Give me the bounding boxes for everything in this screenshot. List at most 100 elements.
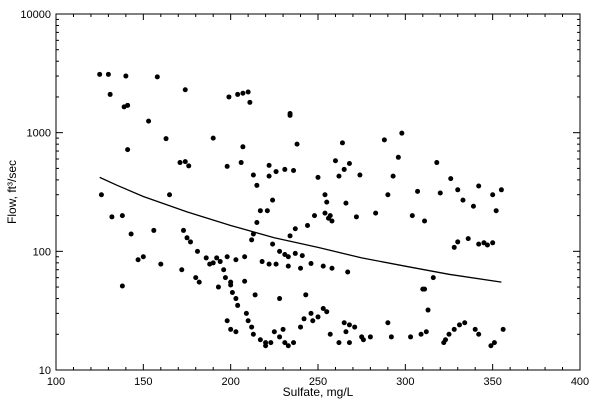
data-point xyxy=(266,162,272,168)
data-point xyxy=(277,296,283,302)
data-point xyxy=(409,213,415,219)
data-point xyxy=(128,231,134,237)
x-tick-label: 350 xyxy=(483,376,501,388)
data-point xyxy=(298,324,304,330)
data-point xyxy=(465,236,471,242)
data-point xyxy=(418,331,424,337)
data-point xyxy=(210,135,216,141)
data-point xyxy=(285,343,291,349)
data-point xyxy=(270,197,276,203)
data-point xyxy=(154,74,160,80)
data-point xyxy=(125,102,131,108)
data-point xyxy=(277,248,283,254)
data-point xyxy=(224,318,230,324)
data-point xyxy=(434,160,440,166)
data-point xyxy=(346,160,352,166)
data-point xyxy=(385,320,391,326)
data-point xyxy=(224,254,230,260)
data-point xyxy=(408,334,414,340)
data-point xyxy=(182,159,188,165)
data-point xyxy=(346,340,352,346)
data-point xyxy=(240,144,246,150)
data-point xyxy=(194,248,200,254)
data-point xyxy=(207,261,213,267)
data-point xyxy=(245,89,251,95)
data-point xyxy=(343,329,349,335)
data-point xyxy=(352,324,358,330)
data-point xyxy=(287,112,293,118)
data-point xyxy=(252,292,258,298)
data-point xyxy=(158,261,164,267)
data-point xyxy=(305,223,311,229)
data-point xyxy=(324,309,330,315)
data-point xyxy=(294,141,300,147)
data-point xyxy=(341,166,347,172)
data-point xyxy=(263,343,269,349)
data-point xyxy=(167,192,173,198)
data-point xyxy=(228,279,234,285)
data-point xyxy=(388,334,394,340)
data-point xyxy=(123,73,129,79)
data-point xyxy=(329,265,335,271)
data-point xyxy=(329,218,335,224)
data-point xyxy=(324,199,330,205)
data-point xyxy=(299,253,305,259)
data-point xyxy=(420,286,426,292)
data-point xyxy=(327,331,333,337)
data-point xyxy=(254,182,260,188)
data-point xyxy=(310,318,316,324)
x-tick-label: 400 xyxy=(571,376,589,388)
x-tick-label: 250 xyxy=(309,376,327,388)
data-point xyxy=(490,192,496,198)
data-point xyxy=(298,265,304,271)
data-point xyxy=(177,160,183,166)
data-point xyxy=(249,324,255,330)
data-point xyxy=(217,259,223,265)
data-point xyxy=(109,214,115,220)
data-point xyxy=(493,208,499,214)
data-point xyxy=(303,292,309,298)
data-point xyxy=(249,237,255,243)
data-point xyxy=(346,322,352,328)
x-tick-label: 150 xyxy=(134,376,152,388)
data-point xyxy=(221,267,227,273)
data-point xyxy=(292,250,298,256)
data-point xyxy=(446,331,452,337)
data-point xyxy=(119,213,125,219)
data-point xyxy=(245,318,251,324)
data-point xyxy=(243,310,249,316)
data-point xyxy=(291,340,297,346)
data-point xyxy=(315,174,321,180)
data-point xyxy=(233,257,239,263)
data-point xyxy=(140,254,146,260)
data-point xyxy=(322,210,328,216)
data-point xyxy=(484,242,490,248)
data-point xyxy=(308,260,314,266)
data-point xyxy=(476,241,482,247)
data-point xyxy=(292,226,298,232)
data-point xyxy=(291,167,297,173)
y-tick-label: 1000 xyxy=(27,128,51,140)
y-tick-label: 100 xyxy=(33,246,51,258)
data-point xyxy=(462,320,468,326)
data-point xyxy=(322,192,328,198)
data-point xyxy=(264,208,270,214)
data-point xyxy=(360,337,366,343)
data-point xyxy=(273,169,279,175)
data-point xyxy=(229,289,235,295)
data-point xyxy=(395,154,401,160)
data-point xyxy=(228,326,234,332)
data-point xyxy=(385,192,391,198)
data-point xyxy=(390,173,396,179)
data-point xyxy=(250,331,256,337)
data-point xyxy=(222,275,228,281)
data-point xyxy=(285,263,291,269)
data-point xyxy=(242,254,248,260)
data-point xyxy=(345,269,351,275)
data-point xyxy=(353,214,359,220)
data-point xyxy=(357,172,363,178)
data-point xyxy=(373,210,379,216)
data-point xyxy=(233,329,239,335)
data-point xyxy=(490,240,496,246)
data-point xyxy=(472,326,478,332)
